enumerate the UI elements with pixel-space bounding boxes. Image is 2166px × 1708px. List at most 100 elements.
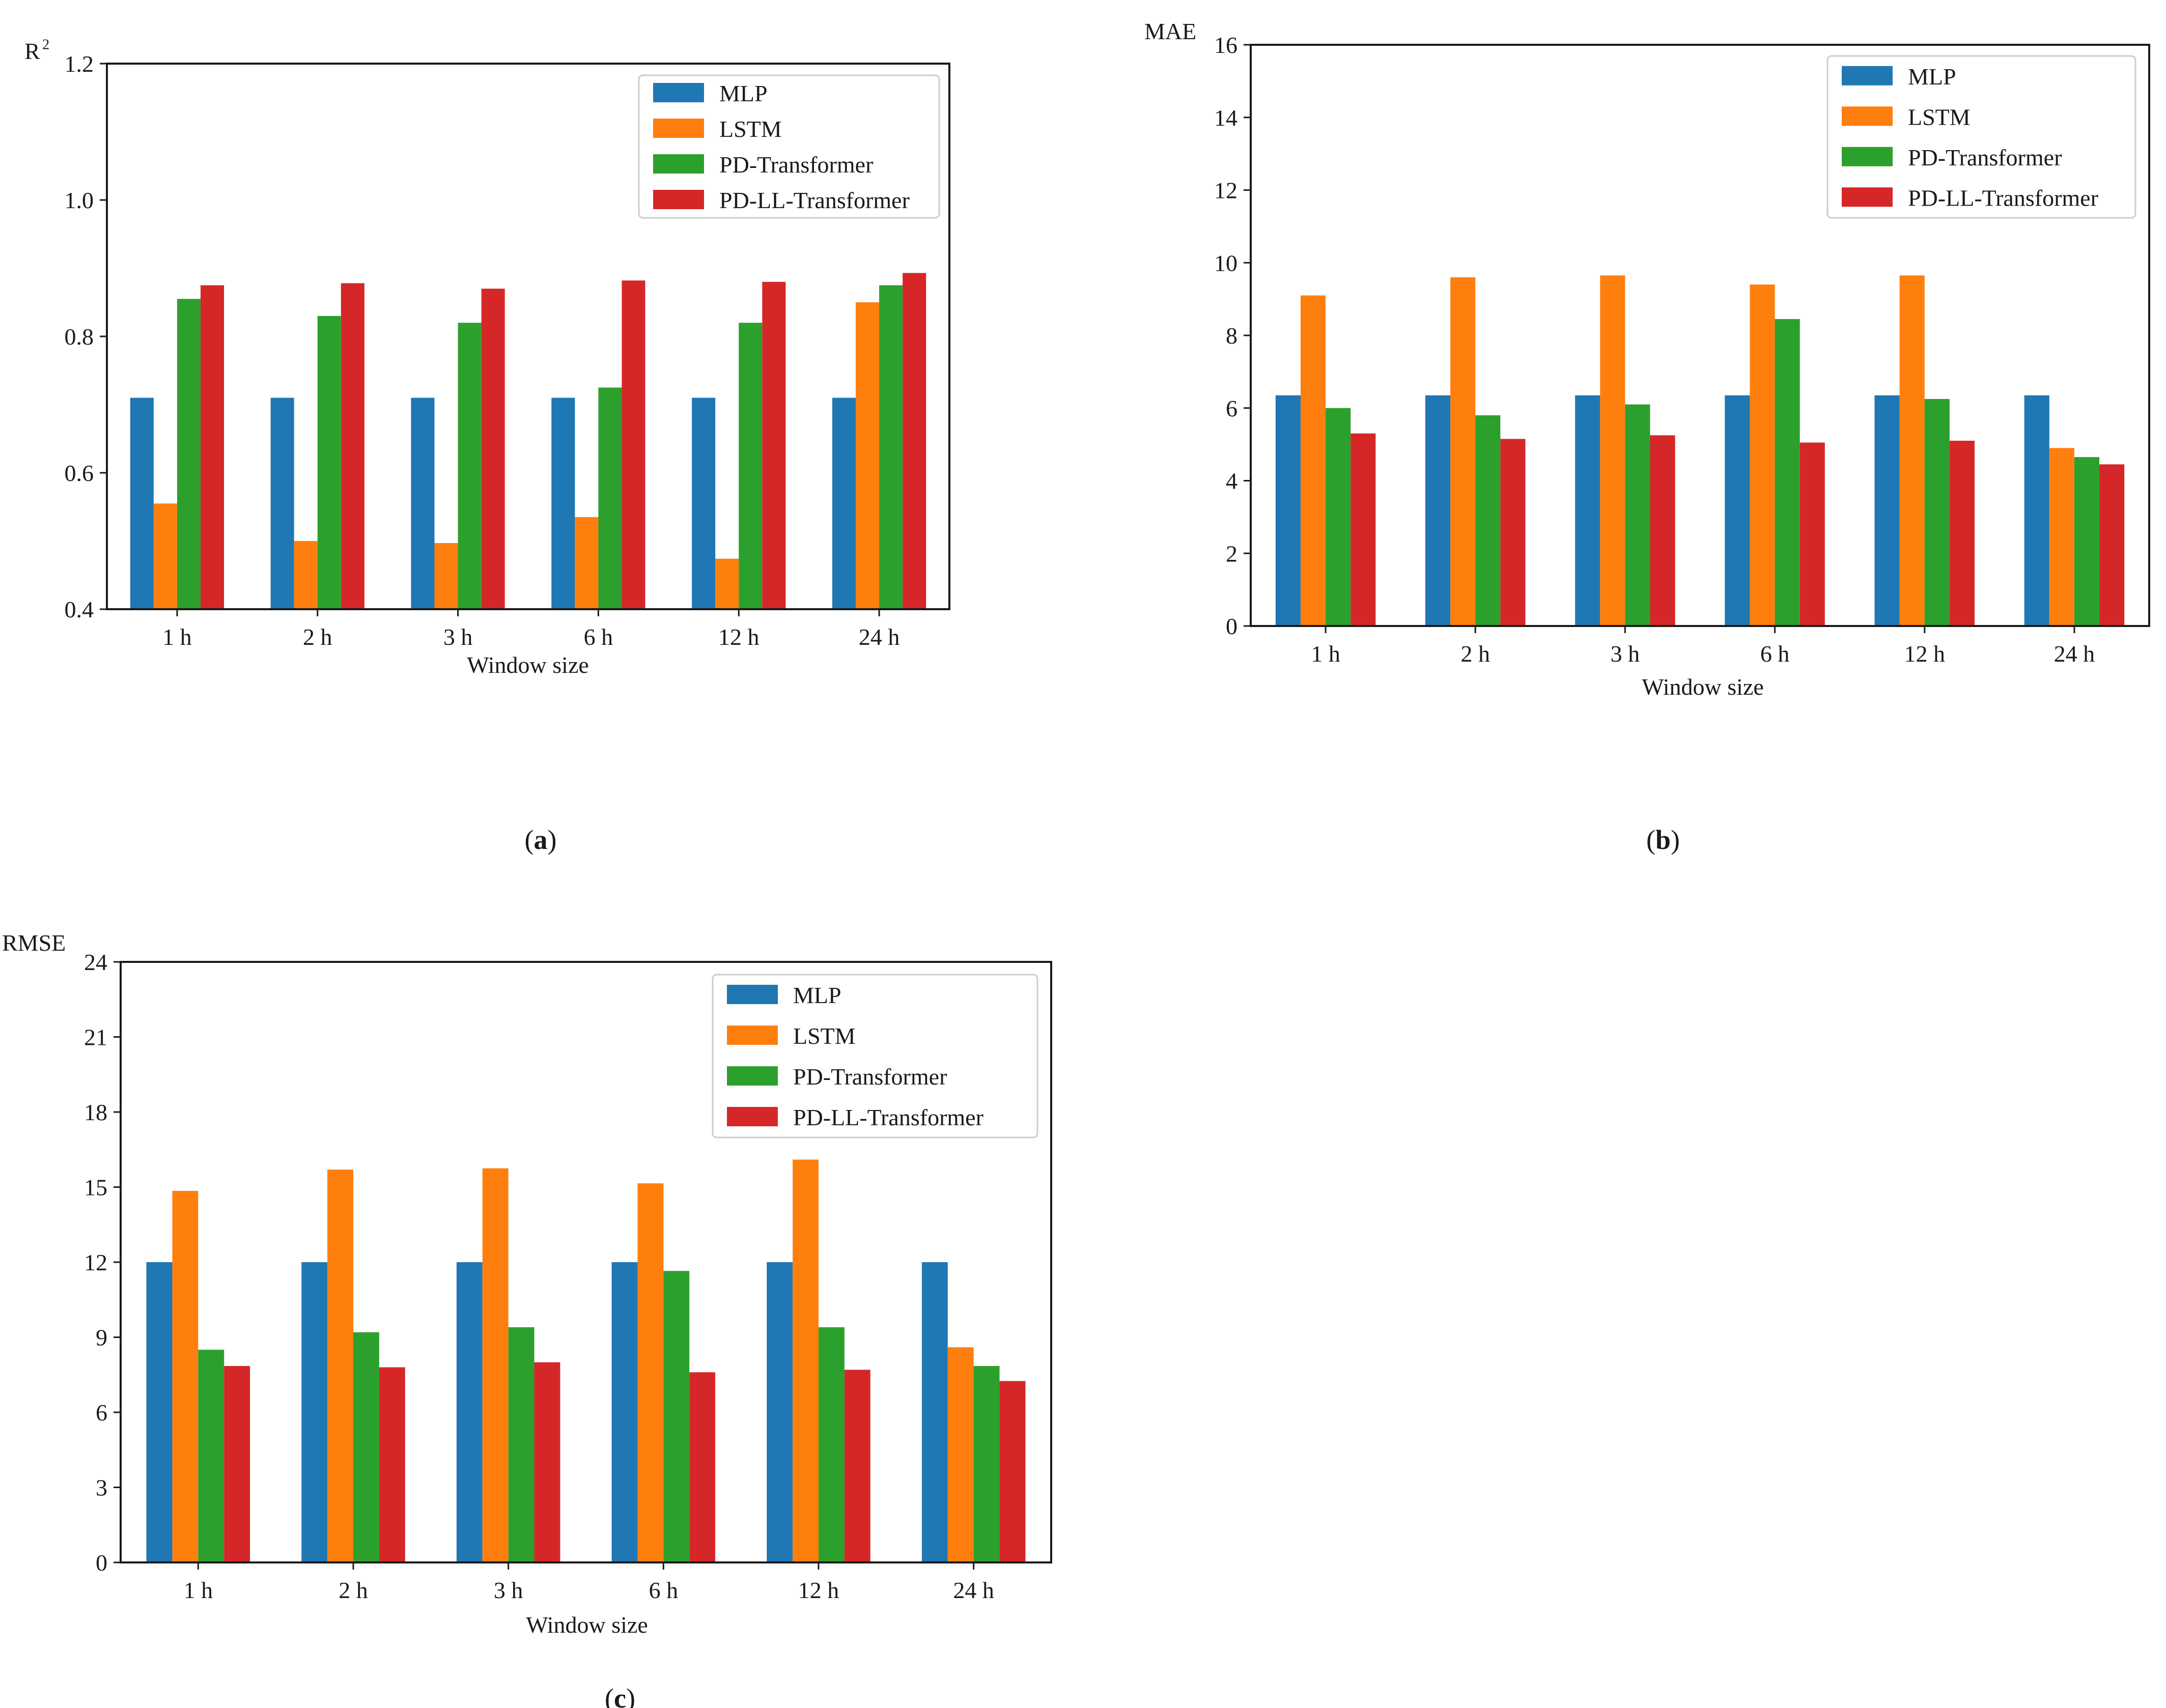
y-axis-label: MAE — [1144, 18, 1196, 44]
panel-caption-part: c — [614, 1683, 626, 1708]
x-tick-label: 6 h — [1760, 641, 1790, 667]
x-tick-label: 12 h — [718, 624, 759, 650]
panel-caption-part: b — [1655, 824, 1671, 855]
x-tick-label: 6 h — [584, 624, 613, 650]
y-tick-label: 9 — [96, 1325, 107, 1351]
bar-pd-ll-transformer-3h — [481, 289, 505, 609]
bar-pd-transformer-2h — [353, 1332, 379, 1562]
bar-pd-transformer-6h — [1775, 319, 1800, 626]
y-tick-label: 0.8 — [65, 324, 94, 350]
legend-label-pd-ll-transformer: PD-LL-Transformer — [1908, 185, 2098, 211]
legend-label-pd-transformer: PD-Transformer — [793, 1064, 947, 1090]
x-tick-label: 2 h — [303, 624, 332, 650]
legend-label-mlp: MLP — [1908, 64, 1956, 90]
x-tick-label: 24 h — [953, 1577, 994, 1603]
legend-label-lstm: LSTM — [719, 116, 782, 142]
legend-label-lstm: LSTM — [1908, 104, 1971, 130]
bar-pd-ll-transformer-2h — [341, 283, 364, 609]
x-tick-label: 3 h — [1611, 641, 1640, 667]
bar-pd-ll-transformer-6h — [622, 280, 645, 609]
bar-pd-transformer-12h — [1924, 398, 1950, 626]
legend: MLP LSTM PD-Transformer PD-LL-Transformer — [712, 974, 1038, 1138]
bar-pd-ll-transformer-2h — [1500, 439, 1526, 626]
bar-mlp-6h — [551, 397, 575, 609]
bar-mlp-6h — [1725, 395, 1750, 626]
bar-lstm-2h — [1450, 277, 1476, 626]
chart-panel-b: 0 2 4 6 8 10 12 14 16 1 h 2 h 3 h 6 h 12 h 24 h MAE Wind… — [1144, 18, 2150, 855]
y-tick-label: 16 — [1214, 32, 1237, 58]
bar-mlp-3h — [456, 1262, 483, 1562]
bar-pd-transformer-1h — [177, 299, 201, 609]
x-axis-label: Window size — [526, 1612, 648, 1638]
y-axis-label: RMSE — [2, 930, 66, 956]
bar-mlp-12h — [692, 397, 716, 609]
bar-lstm-6h — [637, 1183, 664, 1562]
y-tick-label: 15 — [84, 1175, 107, 1201]
legend-swatch-pd-transformer — [653, 154, 704, 174]
legend-swatch-pd-ll-transformer — [653, 190, 704, 209]
x-tick-label: 3 h — [494, 1577, 523, 1603]
y-tick-label: 18 — [84, 1099, 107, 1125]
y-axis-label-superscript: 2 — [42, 37, 49, 53]
y-tick-label: 3 — [96, 1475, 107, 1501]
x-tick-label: 1 h — [162, 624, 192, 650]
x-axis-label: Window size — [1642, 674, 1764, 700]
bar-lstm-12h — [715, 558, 739, 609]
bar-mlp-2h — [1425, 395, 1451, 626]
bar-lstm-3h — [434, 543, 458, 609]
y-tick-label: 0.4 — [65, 596, 94, 622]
x-tick-label: 24 h — [2054, 641, 2095, 667]
legend-swatch-pd-transformer — [1842, 147, 1893, 166]
legend-box — [1826, 55, 2136, 219]
bar-pd-transformer-1h — [1326, 408, 1351, 626]
legend-label-pd-ll-transformer: PD-LL-Transformer — [719, 187, 910, 213]
legend-swatch-mlp — [727, 985, 778, 1004]
legend-swatch-pd-ll-transformer — [727, 1107, 778, 1126]
bar-lstm-1h — [1300, 295, 1326, 626]
bar-lstm-2h — [294, 541, 318, 609]
bar-lstm-24h — [856, 302, 880, 609]
x-tick-label: 12 h — [798, 1577, 839, 1603]
legend: MLP LSTM PD-Transformer PD-LL-Transformer — [1826, 55, 2136, 219]
y-tick-label: 2 — [1226, 540, 1237, 566]
bar-pd-ll-transformer-6h — [1799, 442, 1825, 626]
bar-pd-ll-transformer-24h — [903, 273, 926, 609]
bar-pd-transformer-2h — [1475, 415, 1501, 626]
chart-panel-c: 0 3 6 9 12 15 18 21 24 1 h 2 h 3 h 6 h 12 h 24 h RMSE Wi… — [2, 930, 1052, 1708]
bar-pd-transformer-2h — [317, 316, 341, 609]
bar-pd-transformer-3h — [458, 323, 482, 609]
bar-pd-ll-transformer-1h — [1351, 433, 1376, 626]
legend-swatch-lstm — [1842, 106, 1893, 126]
legend-label-mlp: MLP — [719, 80, 768, 106]
x-tick-label: 2 h — [339, 1577, 368, 1603]
bar-pd-transformer-12h — [739, 323, 763, 609]
legend-swatch-lstm — [727, 1026, 778, 1045]
y-tick-label: 8 — [1226, 323, 1237, 349]
legend-swatch-mlp — [1842, 66, 1893, 86]
bar-pd-ll-transformer-2h — [379, 1367, 405, 1562]
bar-mlp-6h — [611, 1262, 638, 1562]
bar-lstm-2h — [327, 1170, 353, 1562]
legend: MLP LSTM PD-Transformer PD-LL-Transformer — [638, 74, 940, 219]
bar-lstm-1h — [172, 1190, 199, 1562]
panel-caption-part: a — [534, 824, 548, 855]
bar-pd-ll-transformer-6h — [689, 1372, 716, 1562]
bar-lstm-12h — [793, 1159, 819, 1562]
panel-caption-part: ( — [605, 1683, 614, 1708]
bar-mlp-12h — [767, 1262, 793, 1562]
y-tick-label: 0 — [1226, 613, 1237, 639]
bar-mlp-2h — [301, 1262, 328, 1562]
bar-mlp-1h — [1275, 395, 1301, 626]
bar-pd-ll-transformer-24h — [2099, 464, 2125, 626]
y-tick-label: 14 — [1214, 105, 1237, 131]
bar-mlp-24h — [2024, 395, 2049, 626]
bar-lstm-6h — [575, 517, 599, 609]
bar-lstm-24h — [947, 1347, 974, 1562]
bar-lstm-12h — [1899, 275, 1925, 626]
bar-pd-transformer-24h — [879, 285, 903, 609]
chart-panel-a: 0.4 0.6 0.8 1.0 1.2 1 h 2 h 3 h 6 h 12 h 24 h R 2 Win… — [24, 37, 950, 855]
legend-box — [712, 974, 1038, 1138]
y-axis-label: R — [24, 38, 40, 64]
bar-pd-ll-transformer-24h — [999, 1381, 1026, 1562]
